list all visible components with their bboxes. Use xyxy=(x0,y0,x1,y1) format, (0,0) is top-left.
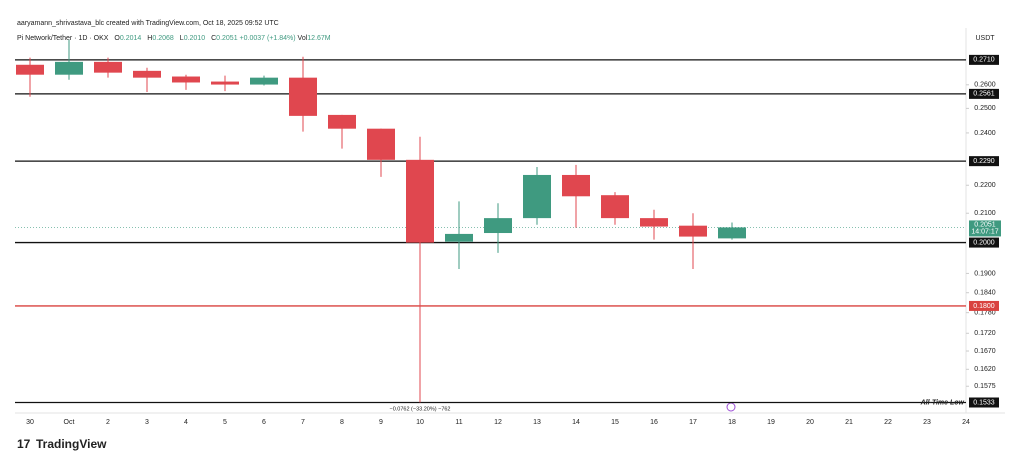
candle-body xyxy=(289,77,317,116)
y-tick-label: 0.2400 xyxy=(974,130,996,137)
x-tick-label: 20 xyxy=(806,419,814,426)
x-tick-label: 15 xyxy=(611,419,619,426)
x-tick-label: 2 xyxy=(106,419,110,426)
x-tick-label: 16 xyxy=(650,419,658,426)
x-tick-label: 30 xyxy=(26,419,34,426)
x-tick-label: 23 xyxy=(923,419,931,426)
volume-name: Vol xyxy=(298,35,308,42)
last-price-tag xyxy=(969,220,1001,237)
y-tick-label: 0.1780 xyxy=(974,310,996,317)
x-tick-label: Oct xyxy=(64,419,75,426)
brand: TradingView xyxy=(36,437,107,451)
symbol-line: Pi Network/Tether · 1D · OKX O0.2014 H0.20… xyxy=(17,35,331,42)
x-tick-label: 7 xyxy=(301,419,305,426)
ohlc-value: 0.2010 xyxy=(184,35,206,42)
x-tick-label: 21 xyxy=(845,419,853,426)
x-tick-label: 5 xyxy=(223,419,227,426)
ohlc-value: 0.2014 xyxy=(120,35,142,42)
candle-body xyxy=(406,159,434,243)
y-tick-label: 0.1840 xyxy=(974,290,996,297)
candle-body xyxy=(640,218,668,227)
candle-body xyxy=(94,61,122,73)
last-price-label: 0.2051 xyxy=(974,221,996,228)
x-tick-label: 17 xyxy=(689,419,697,426)
candle-body xyxy=(601,195,629,219)
level-tag xyxy=(969,88,999,99)
level-label: 0.2290 xyxy=(973,158,995,165)
y-tick-label: 0.1620 xyxy=(974,366,996,373)
level-tag xyxy=(969,54,999,65)
x-tick-label: 19 xyxy=(767,419,775,426)
x-tick-label: 18 xyxy=(728,419,736,426)
level-label: 0.1800 xyxy=(973,303,995,310)
x-tick-label: 10 xyxy=(416,419,424,426)
level-label: 0.1533 xyxy=(973,399,995,406)
x-tick-label: 13 xyxy=(533,419,541,426)
y-tick-label: 0.1900 xyxy=(974,270,996,277)
x-tick-label: 24 xyxy=(962,419,970,426)
level-tag xyxy=(969,300,999,311)
candle-body xyxy=(445,233,473,242)
logo: 17 TradingView xyxy=(17,437,107,451)
ohlc-value: 0.2051 xyxy=(216,35,238,42)
ohlc-name: L xyxy=(180,35,184,42)
y-tick-label: 0.1575 xyxy=(974,383,996,390)
ohlc: O0.2014 H0.2068 L0.2010 C0.2051 xyxy=(114,35,237,42)
candle-body xyxy=(211,81,239,85)
volume: 12.67M xyxy=(307,35,331,42)
ohlc-name: H xyxy=(147,35,152,42)
candle-body xyxy=(679,225,707,237)
level-tag xyxy=(969,156,999,167)
x-tick-label: 3 xyxy=(145,419,149,426)
x-tick-label: 14 xyxy=(572,419,580,426)
credit: aaryamann_shrivastava_blc created with T… xyxy=(17,20,279,27)
level-tag xyxy=(969,237,999,248)
change: +0.0037 (+1.84%) xyxy=(240,35,296,42)
currency: USDT xyxy=(975,35,995,42)
candle-body xyxy=(133,70,161,78)
ohlc-name: O xyxy=(114,35,120,42)
candle-body xyxy=(250,77,278,85)
x-tick-label: 11 xyxy=(455,419,462,426)
x-tick-label: 9 xyxy=(379,419,383,426)
candle-body xyxy=(16,64,44,75)
x-tick-label: 4 xyxy=(184,419,188,426)
candle-body xyxy=(562,174,590,197)
level-tag xyxy=(969,397,999,408)
ohlc-value: 0.2068 xyxy=(152,35,174,42)
x-tick-label: 12 xyxy=(494,419,502,426)
x-tick-label: 8 xyxy=(340,419,344,426)
y-tick-label: 0.2500 xyxy=(974,105,996,112)
level-label: 0.2561 xyxy=(973,91,995,98)
countdown: 14:07:17 xyxy=(971,228,998,235)
y-tick-label: 0.2100 xyxy=(974,210,996,217)
x-tick-label: 22 xyxy=(884,419,892,426)
annotation: −0.0762 (−33.20%) −762 xyxy=(389,406,450,412)
y-tick-label: 0.1720 xyxy=(974,330,996,337)
ohlc-name: C xyxy=(211,35,216,42)
candle-body xyxy=(172,76,200,83)
candle-body xyxy=(484,218,512,234)
y-tick-label: 0.2200 xyxy=(974,182,996,189)
candle-body xyxy=(718,227,746,239)
candle-body xyxy=(367,128,395,160)
y-tick-label: 0.2600 xyxy=(974,82,996,89)
x-tick-label: 6 xyxy=(262,419,266,426)
candle-body xyxy=(55,61,83,75)
candle-body xyxy=(328,114,356,129)
symbol: Pi Network/Tether · 1D · OKX xyxy=(17,35,109,42)
level-label: 0.2710 xyxy=(973,57,995,64)
candle-body xyxy=(523,174,551,219)
level-label: 0.2000 xyxy=(973,239,995,246)
y-tick-label: 0.1670 xyxy=(974,348,996,355)
logo-mark: 17 xyxy=(17,437,31,451)
level-note: All-Time Low xyxy=(920,399,965,406)
